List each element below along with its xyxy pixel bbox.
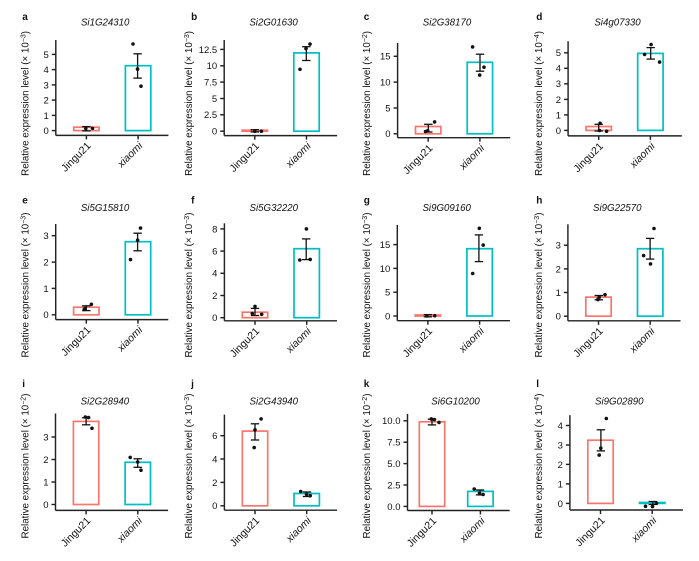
svg-text:Si2G01630: Si2G01630 — [249, 18, 298, 29]
svg-text:Si6G10200: Si6G10200 — [431, 397, 480, 408]
svg-text:j: j — [190, 379, 194, 390]
svg-text:1: 1 — [558, 479, 563, 490]
svg-text:3: 3 — [43, 231, 48, 242]
svg-text:2: 2 — [556, 95, 561, 106]
svg-text:5: 5 — [212, 94, 217, 105]
svg-text:10: 10 — [380, 78, 391, 89]
svg-text:Si9G09160: Si9G09160 — [422, 203, 471, 214]
svg-text:a: a — [22, 12, 28, 23]
svg-text:Relative expression level (× 1: Relative expression level (× 10−3) — [184, 31, 195, 176]
svg-text:3: 3 — [556, 79, 561, 90]
svg-text:3: 3 — [556, 241, 561, 252]
svg-text:5: 5 — [385, 103, 390, 114]
svg-text:Si2G38170: Si2G38170 — [423, 18, 472, 29]
svg-text:2: 2 — [44, 96, 49, 107]
svg-text:b: b — [191, 12, 197, 23]
svg-text:0: 0 — [212, 501, 217, 512]
svg-text:0: 0 — [556, 312, 561, 323]
svg-text:i: i — [22, 379, 25, 390]
svg-text:Si5G15810: Si5G15810 — [81, 203, 130, 214]
svg-text:Relative expression level (× 1: Relative expression level (× 10−4) — [534, 31, 545, 176]
svg-text:1: 1 — [44, 111, 49, 122]
svg-text:Relative expression level (× 1: Relative expression level (× 10−3) — [362, 213, 373, 358]
svg-text:4: 4 — [44, 65, 49, 76]
svg-text:5: 5 — [556, 48, 561, 59]
svg-text:Relative expression level (× 1: Relative expression level (× 10−2) — [362, 31, 373, 176]
svg-text:3: 3 — [558, 440, 563, 451]
svg-text:1: 1 — [43, 284, 48, 295]
svg-text:Si9G22570: Si9G22570 — [593, 203, 642, 214]
svg-text:Relative expression level (× 1: Relative expression level (× 10−3) — [21, 213, 32, 358]
svg-text:4: 4 — [212, 454, 217, 465]
svg-text:5: 5 — [385, 288, 390, 299]
svg-text:2: 2 — [212, 478, 217, 489]
svg-text:2: 2 — [43, 258, 48, 269]
svg-text:2.5: 2.5 — [204, 110, 217, 121]
svg-text:6: 6 — [212, 247, 217, 258]
svg-text:6: 6 — [212, 431, 217, 442]
svg-text:4: 4 — [212, 269, 217, 280]
svg-text:10: 10 — [207, 61, 218, 72]
svg-text:0: 0 — [43, 310, 48, 321]
svg-text:Relative expression level (× 1: Relative expression level (× 10−3) — [184, 394, 195, 539]
svg-text:4: 4 — [558, 421, 563, 432]
svg-text:0.0: 0.0 — [387, 502, 400, 513]
svg-text:Si1G24310: Si1G24310 — [81, 18, 130, 29]
svg-text:c: c — [364, 12, 370, 23]
svg-text:0: 0 — [44, 126, 49, 137]
svg-text:Relative expression level (× 1: Relative expression level (× 10−3) — [184, 213, 195, 358]
svg-text:3: 3 — [44, 80, 49, 91]
svg-text:2: 2 — [558, 460, 563, 471]
svg-text:k: k — [364, 379, 370, 390]
svg-text:Si2G28940: Si2G28940 — [81, 397, 130, 408]
svg-text:f: f — [191, 196, 195, 207]
svg-text:5.0: 5.0 — [387, 459, 400, 470]
svg-text:Si5G32220: Si5G32220 — [250, 203, 299, 214]
svg-text:Relative expression level (× 1: Relative expression level (× 10−3) — [21, 31, 32, 176]
svg-text:0: 0 — [385, 129, 390, 140]
svg-text:12.5: 12.5 — [199, 45, 218, 56]
svg-text:d: d — [536, 12, 542, 23]
svg-text:15: 15 — [380, 240, 391, 251]
svg-text:15: 15 — [380, 52, 391, 63]
svg-text:1: 1 — [556, 288, 561, 299]
svg-text:Relative expression level (× 1: Relative expression level (× 10−4) — [534, 394, 545, 539]
svg-text:Si4g07330: Si4g07330 — [594, 18, 641, 29]
svg-text:0: 0 — [212, 313, 217, 324]
svg-text:g: g — [364, 196, 370, 207]
svg-text:7.5: 7.5 — [387, 438, 400, 449]
svg-text:Relative expression level (× 1: Relative expression level (× 10−2) — [362, 394, 373, 539]
svg-text:0: 0 — [558, 499, 563, 510]
svg-text:l: l — [536, 379, 539, 390]
svg-text:h: h — [536, 196, 542, 207]
svg-text:0: 0 — [556, 126, 561, 137]
svg-text:Relative expression level (× 1: Relative expression level (× 10−2) — [21, 394, 32, 539]
svg-text:Si9G02890: Si9G02890 — [595, 397, 644, 408]
svg-text:1: 1 — [43, 477, 48, 488]
svg-text:10.0: 10.0 — [382, 416, 401, 427]
svg-text:2: 2 — [556, 264, 561, 275]
svg-text:0: 0 — [385, 311, 390, 322]
svg-text:2: 2 — [43, 455, 48, 466]
svg-text:Si2G43940: Si2G43940 — [250, 397, 299, 408]
svg-text:5: 5 — [44, 50, 49, 61]
svg-text:1: 1 — [556, 110, 561, 121]
svg-text:8: 8 — [212, 224, 217, 235]
svg-text:3: 3 — [43, 432, 48, 443]
svg-text:10: 10 — [380, 264, 391, 275]
svg-text:7.5: 7.5 — [204, 78, 217, 89]
svg-text:Relative expression level (× 1: Relative expression level (× 10−3) — [534, 213, 545, 358]
svg-text:0: 0 — [212, 127, 217, 138]
svg-text:2.5: 2.5 — [387, 480, 400, 491]
svg-text:0: 0 — [43, 500, 48, 511]
svg-text:e: e — [22, 196, 28, 207]
svg-text:2: 2 — [212, 291, 217, 302]
svg-text:4: 4 — [556, 64, 561, 75]
